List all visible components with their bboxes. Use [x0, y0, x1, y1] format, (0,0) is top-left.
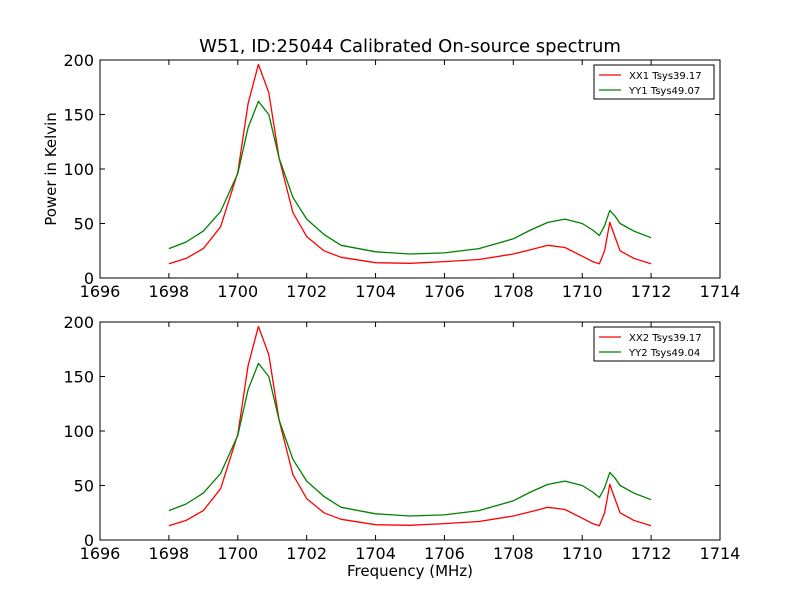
legend-label: YY2 Tsys49.04: [628, 348, 700, 359]
top-panel: 1696 1698 1700 1702 1704 1706 1708 1710 1712 1714…: [63, 51, 740, 301]
x-tick-label: 1714: [700, 282, 741, 301]
x-tick-label: 1708: [493, 282, 534, 301]
series-line-1: [168, 63, 652, 265]
y-tick-label: 0: [84, 531, 94, 550]
y-tick-label: 100: [63, 422, 94, 441]
x-tick-label: 1708: [493, 544, 534, 563]
x-tick-label: 1698: [149, 544, 190, 563]
series-line-1: [168, 325, 652, 527]
x-tick-label: 1700: [217, 544, 258, 563]
x-tick-label: 1712: [631, 282, 672, 301]
y-tick-label: 100: [63, 160, 94, 179]
y-tick-label: 50: [74, 477, 94, 496]
legend: XX1 Tsys39.17 YY1 Tsys49.07: [593, 64, 715, 100]
chart-title: W51, ID:25044 Calibrated On-source spect…: [199, 36, 621, 57]
y-tick-label: 150: [63, 368, 94, 387]
y-tick-label: 0: [84, 269, 94, 288]
x-tick-label: 1702: [286, 544, 327, 563]
y-tick-label: 200: [63, 51, 94, 70]
x-tick-label: 1704: [355, 282, 396, 301]
legend-box: [593, 326, 715, 362]
x-axis-label: Frequency (MHz): [347, 562, 473, 580]
legend-label: YY1 Tsys49.07: [628, 86, 700, 97]
y-axis-label: Power in Kelvin: [42, 112, 60, 226]
x-tick-label: 1696: [80, 544, 121, 563]
x-tick-label: 1712: [631, 544, 672, 563]
x-tick-label: 1698: [149, 282, 190, 301]
series-line-2: [168, 100, 652, 255]
legend: XX2 Tsys39.17 YY2 Tsys49.04: [593, 326, 715, 362]
legend-box: [593, 64, 715, 100]
y-tick-label: 200: [63, 313, 94, 332]
series-line-2: [168, 362, 652, 517]
y-tick-label: 50: [74, 215, 94, 234]
x-tick-label: 1710: [562, 282, 603, 301]
legend-label: XX2 Tsys39.17: [629, 333, 702, 344]
x-tick-label: 1700: [217, 282, 258, 301]
x-tick-label: 1702: [286, 282, 327, 301]
bottom-panel: 1696 1698 1700 1702 1704 1706 1708 1710 1712 1714…: [63, 313, 740, 563]
legend-label: XX1 Tsys39.17: [629, 71, 702, 82]
x-tick-label: 1710: [562, 544, 603, 563]
x-tick-label: 1714: [700, 544, 741, 563]
x-tick-label: 1706: [424, 544, 465, 563]
x-tick-label: 1696: [80, 282, 121, 301]
y-tick-label: 150: [63, 106, 94, 125]
x-tick-label: 1706: [424, 282, 465, 301]
x-tick-label: 1704: [355, 544, 396, 563]
